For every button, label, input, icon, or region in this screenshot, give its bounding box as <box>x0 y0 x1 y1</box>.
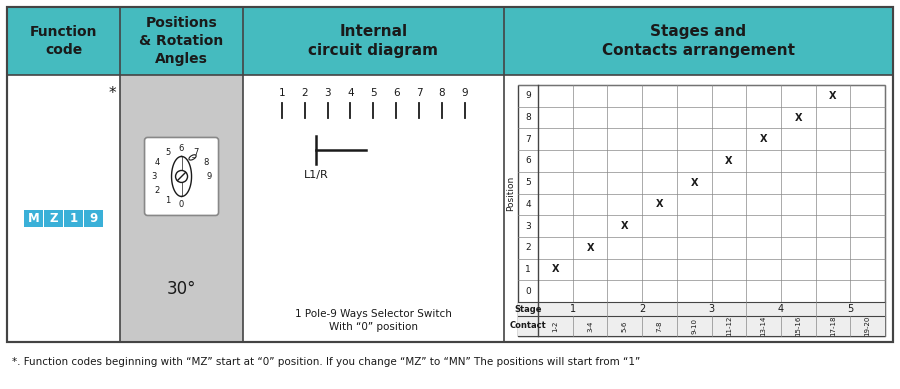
Text: X: X <box>725 156 733 166</box>
Text: 1-2: 1-2 <box>553 320 558 332</box>
Ellipse shape <box>189 155 196 160</box>
Bar <box>44 210 63 227</box>
Text: *: * <box>109 86 116 100</box>
Text: 3: 3 <box>324 88 331 98</box>
Text: *. Function codes beginning with “MZ” start at “0” position. If you change “MZ” : *. Function codes beginning with “MZ” st… <box>12 357 640 367</box>
Text: 4: 4 <box>526 200 531 209</box>
Text: 8: 8 <box>438 88 446 98</box>
Text: 13-14: 13-14 <box>760 316 767 336</box>
Text: L1/R: L1/R <box>303 170 328 180</box>
Text: X: X <box>586 243 594 253</box>
Text: 7-8: 7-8 <box>656 320 662 332</box>
Bar <box>518 85 885 336</box>
Text: 0: 0 <box>179 200 184 209</box>
Text: 1: 1 <box>526 265 531 274</box>
Text: 2: 2 <box>155 186 160 195</box>
Text: X: X <box>760 134 768 144</box>
Bar <box>518 316 885 336</box>
Bar <box>64 210 83 227</box>
Text: Stage: Stage <box>514 305 542 314</box>
Text: Positions
& Rotation
Angles: Positions & Rotation Angles <box>140 16 224 67</box>
Text: 5: 5 <box>370 88 377 98</box>
Text: X: X <box>621 221 628 231</box>
Text: 6: 6 <box>393 88 400 98</box>
Text: 6: 6 <box>179 144 184 153</box>
Bar <box>7 7 893 342</box>
Text: 3-4: 3-4 <box>587 320 593 332</box>
Text: 5: 5 <box>847 304 853 314</box>
Text: With “0” position: With “0” position <box>328 322 418 332</box>
Text: 3: 3 <box>526 222 531 231</box>
Bar <box>121 75 243 342</box>
Text: 2: 2 <box>526 243 531 252</box>
Text: 9: 9 <box>526 91 531 100</box>
Text: 4: 4 <box>778 304 784 314</box>
Text: 2: 2 <box>639 304 645 314</box>
Text: 9: 9 <box>90 212 98 225</box>
Circle shape <box>176 170 187 182</box>
Text: 5: 5 <box>165 148 170 157</box>
Text: 1: 1 <box>69 212 77 225</box>
Text: 9: 9 <box>207 172 212 181</box>
Text: X: X <box>656 199 663 209</box>
Text: 7: 7 <box>526 135 531 144</box>
Text: 17-18: 17-18 <box>830 316 836 336</box>
Text: Function
code: Function code <box>30 25 97 57</box>
Text: 8: 8 <box>526 113 531 122</box>
Text: 7: 7 <box>193 148 198 157</box>
Bar <box>7 7 121 75</box>
Text: Contact: Contact <box>509 321 546 331</box>
Text: 11-12: 11-12 <box>726 316 732 336</box>
Text: 5: 5 <box>526 178 531 187</box>
Text: 1: 1 <box>165 196 170 205</box>
Text: M: M <box>28 212 40 225</box>
Text: 8: 8 <box>203 158 209 167</box>
Text: X: X <box>795 112 802 123</box>
Text: 5-6: 5-6 <box>622 320 628 332</box>
Text: 3: 3 <box>151 172 157 181</box>
Bar <box>24 210 43 227</box>
Text: X: X <box>829 91 837 101</box>
Bar <box>518 302 885 316</box>
Text: 4: 4 <box>155 158 160 167</box>
Text: Position: Position <box>507 176 516 211</box>
Text: 30°: 30° <box>166 280 196 298</box>
Bar <box>504 7 893 75</box>
Text: 9-10: 9-10 <box>691 318 698 334</box>
Text: 7: 7 <box>416 88 422 98</box>
Bar <box>243 7 504 75</box>
Text: 1 Pole-9 Ways Selector Switch: 1 Pole-9 Ways Selector Switch <box>295 309 452 319</box>
Bar <box>85 210 104 227</box>
Text: 15-16: 15-16 <box>796 316 801 336</box>
Bar <box>7 7 893 342</box>
Text: Stages and
Contacts arrangement: Stages and Contacts arrangement <box>602 24 795 58</box>
Text: 6: 6 <box>526 156 531 165</box>
Text: 4: 4 <box>347 88 354 98</box>
Text: 2: 2 <box>302 88 308 98</box>
Text: 1: 1 <box>570 304 576 314</box>
Text: 1: 1 <box>279 88 285 98</box>
Text: Internal
circuit diagram: Internal circuit diagram <box>309 24 438 58</box>
Text: 19-20: 19-20 <box>865 316 870 336</box>
Text: 0: 0 <box>526 287 531 296</box>
Bar <box>121 7 243 75</box>
Text: X: X <box>690 178 698 187</box>
FancyBboxPatch shape <box>145 137 219 216</box>
Text: Z: Z <box>50 212 58 225</box>
Text: 3: 3 <box>708 304 715 314</box>
Text: X: X <box>552 265 559 275</box>
Text: 9: 9 <box>462 88 468 98</box>
